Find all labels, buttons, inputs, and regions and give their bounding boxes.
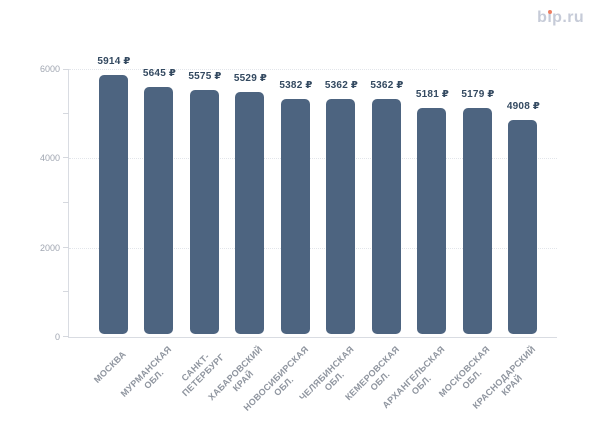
- x-axis-label: АРХАНГЕЛЬСКАЯ ОБЛ.: [280, 344, 446, 410]
- x-axis-label: САНКТ- ПЕТЕРБУРГ: [52, 344, 227, 398]
- x-axis-label-text: МОСКВА: [92, 349, 129, 385]
- chart-bar[interactable]: [98, 75, 128, 334]
- x-axis-label-text: НОВОСИБИРСКАЯ ОБЛ.: [241, 344, 311, 413]
- chart-bar[interactable]: [326, 99, 355, 334]
- logo-letter-i: ı: [547, 9, 553, 26]
- y-axis-label: 4000: [39, 153, 60, 164]
- bar-value-label: 5362 ₽: [370, 80, 404, 91]
- chart-bar[interactable]: [371, 99, 401, 334]
- bar-value-label: 5575 ₽: [188, 71, 222, 82]
- x-axis-label-text: МУРМАНСКАЯ ОБЛ.: [118, 344, 174, 399]
- logo-i-dot-icon: [547, 10, 552, 14]
- x-axis-label: НОВОСИБИРСКАЯ ОБЛ.: [143, 344, 310, 413]
- x-axis-label-text: САНКТ- ПЕТЕРБУРГ: [179, 351, 227, 399]
- y-axis-label: 6000: [39, 64, 60, 74]
- chart-bar[interactable]: [508, 120, 537, 334]
- bar-value-label: 5179 ₽: [461, 89, 495, 100]
- x-axis-label-text: КЕМЕРОВСКАЯ ОБЛ.: [342, 344, 402, 403]
- bar-value-label: 5362 ₽: [324, 80, 359, 91]
- bar-chart-plot-area: 0 2000 4000 6000 5914 ₽ МОСКВА 5645 ₽ МУРМАНСКА…: [40, 56, 557, 413]
- x-axis-label-text: КРАСНОДАРСКИЙ КРАЙ: [470, 344, 538, 411]
- bar-value-label: 5914 ₽: [97, 56, 131, 67]
- y-gridline: [69, 158, 557, 159]
- y-axis-tick: [63, 291, 69, 292]
- x-axis-label: ХАБАРОВСКИЙ КРАЙ: [98, 344, 264, 402]
- chart-bar[interactable]: [235, 92, 264, 334]
- y-gridline: [69, 69, 557, 70]
- x-axis-label-text: ХАБАРОВСКИЙ КРАЙ: [206, 344, 265, 403]
- logo-letters-rest: p.ru: [552, 9, 584, 26]
- x-axis-label: МОСКОВСКАЯ ОБЛ.: [325, 344, 492, 399]
- y-axis-tick: [63, 157, 69, 158]
- x-axis-label: МУРМАНСКАЯ ОБЛ.: [7, 344, 174, 399]
- x-axis-label: ЧЕЛЯБИНСКАЯ ОБЛ.: [189, 344, 356, 403]
- chart-bar[interactable]: [144, 87, 173, 334]
- y-axis-label: 0: [54, 332, 60, 342]
- bar-value-label: 5645 ₽: [142, 68, 177, 79]
- chart-bar[interactable]: [462, 108, 492, 334]
- y-gridline: [69, 248, 557, 249]
- x-axis-label-text: ЧЕЛЯБИНСКАЯ ОБЛ.: [297, 344, 356, 403]
- y-axis-tick: [63, 69, 69, 70]
- logo-letter-b: b: [537, 9, 548, 26]
- y-axis-tick: [63, 202, 69, 203]
- x-axis-label-text: МОСКОВСКАЯ ОБЛ.: [437, 344, 493, 399]
- bar-value-label: 5382 ₽: [279, 80, 313, 91]
- bar-value-label: 5181 ₽: [415, 89, 450, 100]
- y-axis-label: 2000: [39, 242, 60, 253]
- chart-bar[interactable]: [417, 108, 446, 334]
- chart-bar[interactable]: [189, 90, 219, 334]
- x-axis-label-text: АРХАНГЕЛЬСКАЯ ОБЛ.: [380, 344, 447, 411]
- bip-ru-logo: bı p.ru: [537, 9, 584, 27]
- chart-bar[interactable]: [280, 99, 310, 334]
- x-axis-label: КЕМЕРОВСКАЯ ОБЛ.: [234, 344, 401, 402]
- x-axis-label: МОСКВА: [0, 344, 128, 385]
- bar-value-label: 5529 ₽: [233, 73, 268, 84]
- y-axis-tick: [63, 247, 69, 248]
- y-axis-tick: [63, 113, 69, 114]
- x-axis-label: КРАСНОДАРСКИЙ КРАЙ: [371, 344, 538, 411]
- y-axis-tick: [63, 336, 69, 337]
- bar-value-label: 4908 ₽: [506, 101, 541, 112]
